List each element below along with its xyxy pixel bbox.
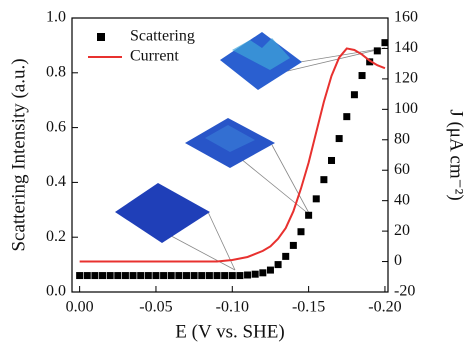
scatter-point (290, 242, 297, 249)
y2-tick-label: 160 (394, 9, 418, 26)
y-tick-label: 0.4 (46, 173, 66, 190)
y2-tick-label: -20 (394, 283, 415, 300)
y-axis-title: Scattering Intensity (a.u.) (8, 58, 29, 251)
scatter-point (84, 272, 91, 279)
scatter-point (76, 272, 83, 279)
scatter-point (252, 271, 259, 278)
scatter-point (328, 157, 335, 164)
scatter-point (152, 272, 159, 279)
scatter-point (198, 272, 205, 279)
scatter-point (374, 47, 381, 54)
scatter-point (351, 91, 358, 98)
scatter-point (107, 272, 114, 279)
legend-label: Scattering (130, 28, 195, 45)
x-tick-label: 0.00 (66, 299, 94, 316)
chart: E (V vs. SHE) Scattering Intensity (a.u.… (0, 0, 473, 346)
scatter-point (267, 267, 274, 274)
scatter-point (130, 272, 137, 279)
y2-tick-label: 20 (394, 222, 410, 239)
x-tick-label: -0.15 (292, 299, 325, 316)
legend-marker (97, 33, 105, 41)
scatter-point (175, 272, 182, 279)
scatter-point (99, 272, 106, 279)
scatter-point (221, 272, 228, 279)
scatter-point (191, 272, 198, 279)
scatter-point (336, 135, 343, 142)
scatter-point (183, 272, 190, 279)
y2-tick-label: 140 (394, 39, 418, 56)
y2-tick-label: 60 (394, 161, 410, 178)
y-tick-label: 0.8 (46, 63, 66, 80)
x-tick-label: -0.05 (139, 299, 172, 316)
scatter-point (313, 195, 320, 202)
y2-tick-label: 120 (394, 70, 418, 87)
y-tick-label: 0.2 (46, 228, 66, 245)
scatter-point (114, 272, 121, 279)
scatter-point (343, 113, 350, 120)
y2-axis-title: J (μA cm⁻²) (446, 109, 467, 200)
y2-tick-label: 100 (394, 100, 418, 117)
scatter-point (297, 228, 304, 235)
scatter-point (275, 261, 282, 268)
scatter-point (168, 272, 175, 279)
x-tick-label: -0.10 (216, 299, 249, 316)
y2-tick-label: 0 (394, 252, 402, 269)
scatter-point (359, 72, 366, 79)
scatter-point (91, 272, 98, 279)
x-axis-title: E (V vs. SHE) (175, 321, 284, 342)
scatter-point (320, 176, 327, 183)
y-tick-label: 0.0 (46, 283, 66, 300)
scatter-point (206, 272, 213, 279)
scatter-point (381, 39, 388, 46)
legend-label: Current (130, 48, 179, 65)
y2-tick-label: 40 (394, 191, 410, 208)
scatter-point (229, 272, 236, 279)
scatter-point (244, 272, 251, 279)
scatter-point (145, 272, 152, 279)
y2-tick-label: 80 (394, 130, 410, 147)
scatter-point (214, 272, 221, 279)
y-tick-label: 0.6 (46, 118, 66, 135)
scatter-point (282, 253, 289, 260)
y-tick-label: 1.0 (46, 9, 66, 26)
scatter-point (137, 272, 144, 279)
scatter-point (160, 272, 167, 279)
scatter-point (305, 212, 312, 219)
scatter-point (259, 269, 266, 276)
x-tick-label: -0.20 (368, 299, 401, 316)
scatter-point (122, 272, 129, 279)
insets (115, 32, 385, 270)
scatter-point (236, 272, 243, 279)
